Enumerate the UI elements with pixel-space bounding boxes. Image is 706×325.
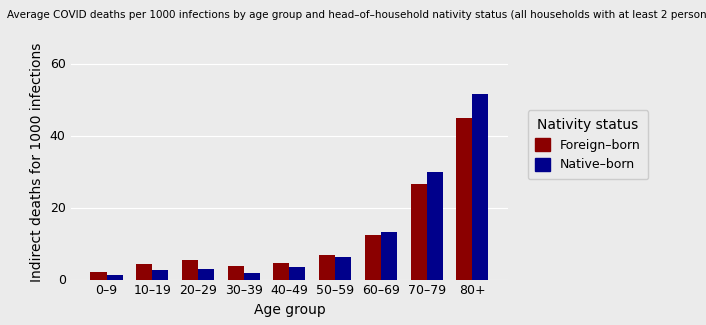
Text: Average COVID deaths per 1000 infections by age group and head–of–household nati: Average COVID deaths per 1000 infections… <box>7 10 706 20</box>
Bar <box>244 273 260 280</box>
Bar <box>335 257 351 280</box>
Bar <box>90 272 107 280</box>
Bar <box>182 260 198 280</box>
Bar <box>381 232 397 280</box>
Bar <box>228 266 244 280</box>
Bar <box>289 267 306 280</box>
Bar <box>365 235 381 280</box>
Bar <box>198 269 214 280</box>
Bar <box>426 172 443 280</box>
Bar <box>411 184 426 280</box>
Bar <box>107 275 123 280</box>
Bar <box>456 118 472 280</box>
Bar <box>472 94 489 280</box>
Bar <box>319 255 335 280</box>
Bar <box>152 270 168 280</box>
X-axis label: Age group: Age group <box>253 303 325 317</box>
Y-axis label: Indirect deaths for 1000 infections: Indirect deaths for 1000 infections <box>30 43 44 282</box>
Bar <box>136 264 152 280</box>
Legend: Foreign–born, Native–born: Foreign–born, Native–born <box>527 110 648 179</box>
Bar <box>273 263 289 280</box>
